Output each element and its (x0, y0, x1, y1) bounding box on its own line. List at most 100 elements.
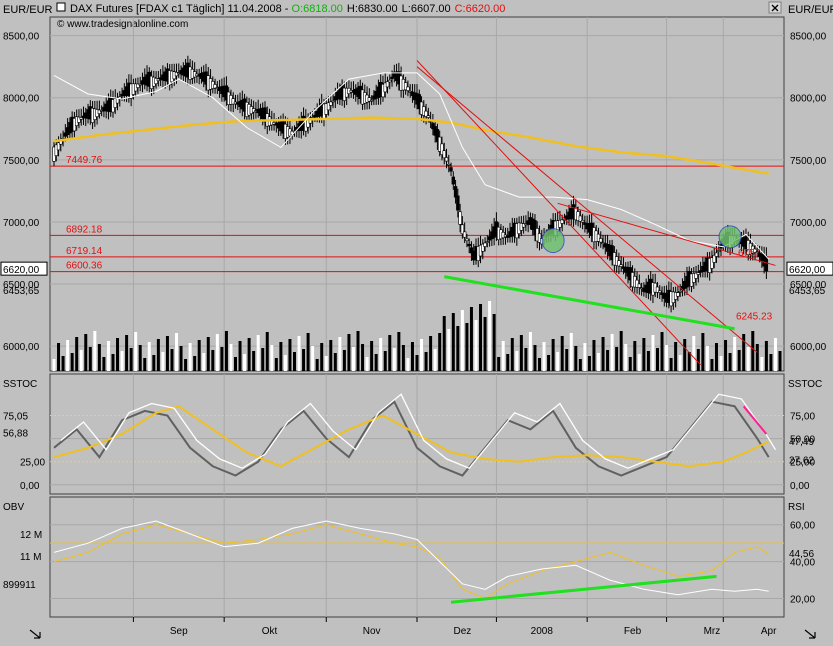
candle-body (521, 223, 526, 228)
volume-bar (388, 335, 392, 371)
volume-bar (642, 338, 646, 371)
volume-bar (410, 342, 414, 371)
y-tick-label-left: 12 M (20, 530, 42, 541)
value-marker-label: 6620,00 (3, 265, 40, 276)
value-marker-label: 6453,65 (3, 286, 40, 297)
value-marker-label: 47,49 (789, 437, 814, 448)
level-label: 7449.76 (66, 155, 103, 166)
candle-body (465, 238, 469, 242)
volume-bar (392, 348, 396, 371)
white-overlay-line (53, 72, 770, 260)
volume-bar (714, 343, 718, 371)
volume-bar (655, 348, 659, 371)
volume-bar (469, 307, 473, 371)
price-layer: 7449.76 6892.18 6719.14 6600.36 6757 6245.23 (50, 55, 784, 371)
volume-bar (243, 354, 247, 371)
candle-body (676, 292, 680, 297)
volume-bar (578, 359, 582, 371)
volume-bar (220, 347, 224, 371)
volume-bar (415, 355, 419, 371)
candle-body (329, 101, 333, 106)
volume-bar (696, 349, 700, 371)
volume-bar (356, 331, 360, 371)
volume-bar (193, 356, 197, 371)
volume-bar (279, 342, 283, 371)
y-tick-label-left: 6500,00 (3, 280, 40, 291)
close-icon[interactable] (768, 1, 782, 14)
volume-bar (270, 345, 274, 371)
volume-bar (433, 349, 437, 371)
volume-bar (597, 353, 600, 371)
volume-bar (351, 347, 355, 371)
volume-bar (488, 301, 492, 371)
x-tick-label: Apr (761, 626, 777, 637)
volume-bar (175, 333, 179, 371)
candle-body (537, 233, 542, 243)
volume-bar (370, 341, 374, 371)
scroll-arrow-icon[interactable] (804, 629, 816, 639)
candle-body (717, 250, 721, 252)
rsi-line (53, 520, 769, 596)
candle-body (710, 257, 714, 269)
x-tick-label: Sep (170, 626, 188, 637)
volume-bar (492, 314, 496, 371)
candle-body (440, 143, 444, 155)
volume-bar (379, 338, 383, 371)
candle-body (560, 219, 564, 224)
candle-body (617, 260, 621, 267)
arrow-icon (742, 405, 768, 435)
x-tick-label: Okt (262, 626, 278, 637)
volume-bar (501, 341, 505, 371)
candle-body (369, 99, 374, 102)
y-tick-label-right: 0,00 (790, 481, 810, 492)
volume-bar (692, 336, 696, 371)
volume-bar (646, 351, 650, 371)
volume-bar (683, 339, 687, 371)
y-tick-label-left: 8500,00 (3, 32, 40, 43)
volume-bar (215, 334, 219, 371)
volume-bar (751, 331, 755, 371)
candle-body (447, 164, 451, 166)
candle-body (449, 167, 453, 172)
level-label: 6600.36 (66, 261, 103, 272)
left-currency-label: EUR/EUR (3, 4, 53, 16)
volume-bar (624, 344, 628, 371)
volume-bar (247, 338, 251, 371)
volume-bar (188, 343, 192, 371)
volume-bar (61, 356, 65, 371)
candle-body (658, 290, 662, 293)
volume-bar (515, 351, 519, 371)
candle-body (764, 256, 769, 272)
y-tick-label-left: 25,00 (20, 458, 45, 469)
volume-bar (234, 357, 237, 371)
value-marker-label: 6620,00 (789, 265, 826, 276)
volume-bar (120, 351, 124, 371)
x-tick-label: Nov (363, 626, 381, 637)
volume-bar (311, 346, 315, 371)
y-tick-label-right: 7000,00 (790, 218, 827, 229)
candle-body (97, 109, 102, 114)
candle-body (79, 117, 83, 120)
volume-bar (764, 341, 768, 371)
volume-bar (533, 345, 537, 371)
y-tick-label-right: 8500,00 (790, 32, 827, 43)
sstoc-layer (53, 393, 777, 477)
scroll-arrow-icon[interactable] (29, 629, 41, 639)
volume-bar (524, 348, 528, 371)
volume-bar (669, 358, 673, 371)
volume-bar (383, 351, 387, 371)
volume-bar (406, 358, 410, 371)
volume-bar (547, 355, 551, 371)
volume-bar (510, 338, 514, 371)
y-tick-label-left: 0,00 (20, 481, 40, 492)
y-tick-label-right: 60,00 (790, 521, 815, 532)
candle-body (367, 97, 372, 102)
volume-bar (102, 357, 106, 371)
y-tick-label-left: 8000,00 (3, 94, 40, 105)
candle-body (596, 233, 601, 242)
candle-body (426, 115, 431, 118)
volume-bar (274, 358, 278, 371)
title-checkbox[interactable] (56, 2, 66, 12)
candle-body (417, 94, 421, 110)
candle-body (533, 220, 537, 236)
